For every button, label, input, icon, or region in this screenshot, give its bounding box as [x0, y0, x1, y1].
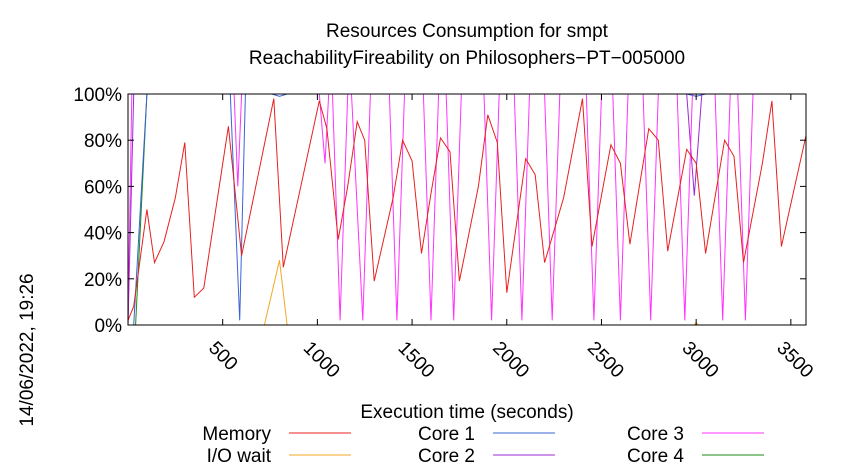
legend-label: Memory	[202, 424, 271, 445]
y-axis: 0% 20% 40% 60% 80% 100%	[73, 85, 806, 337]
y-tick-label: 20%	[84, 270, 122, 291]
series-layer	[128, 94, 806, 326]
timestamp: 14/06/2022, 19:26	[17, 273, 38, 426]
series-line-core-4	[128, 94, 806, 326]
chart-subtitle: ReachabilityFireability on Philosophers−…	[249, 48, 685, 69]
y-tick-label: 100%	[73, 85, 122, 106]
x-tick-label: 2500	[583, 338, 628, 383]
x-tick-label: 3000	[678, 338, 723, 383]
x-tick-label: 3500	[772, 338, 817, 383]
series-line-core-3	[128, 94, 806, 326]
plot-frame	[127, 93, 807, 326]
legend-label: Core 4	[627, 446, 684, 467]
series-line-core-1	[128, 94, 806, 326]
legend-label: Core 1	[418, 424, 475, 445]
y-tick-label: 40%	[84, 224, 122, 245]
legend-label: I/O wait	[207, 446, 272, 467]
x-tick-label: 2000	[488, 338, 533, 383]
y-tick-label: 0%	[95, 316, 123, 337]
x-axis-label: Execution time (seconds)	[360, 402, 573, 423]
legend-label: Core 2	[418, 446, 475, 467]
series-line-core-2	[128, 94, 806, 326]
series-line-i-o-wait	[128, 260, 806, 326]
x-tick-label: 1000	[299, 338, 344, 383]
series-line-memory	[128, 98, 806, 321]
x-tick-label: 500	[204, 338, 241, 375]
legend-label: Core 3	[627, 424, 684, 445]
y-tick-label: 80%	[84, 131, 122, 152]
y-tick-label: 60%	[84, 177, 122, 198]
x-tick-label: 1500	[394, 338, 439, 383]
chart-title: Resources Consumption for smpt	[326, 21, 609, 42]
